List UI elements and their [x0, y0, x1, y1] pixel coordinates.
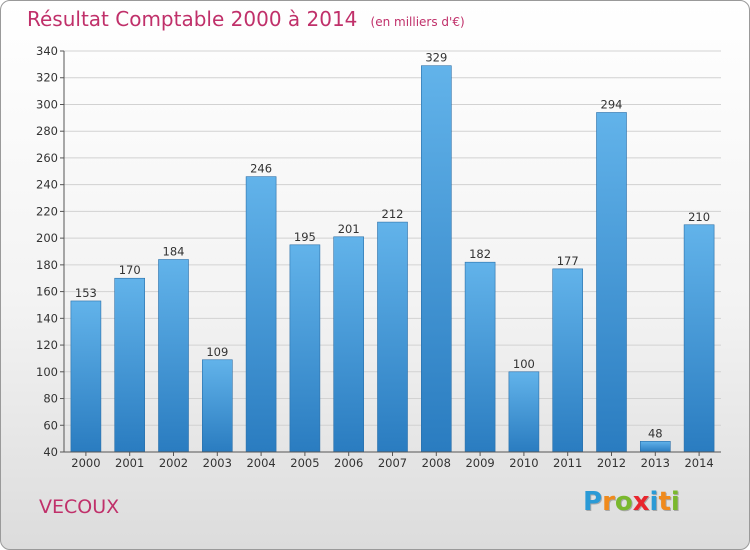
- y-tick-label: 40: [43, 445, 58, 459]
- x-tick-label-2003: 2003: [203, 456, 232, 470]
- x-tick-label-2014: 2014: [684, 456, 713, 470]
- x-tick-label-2002: 2002: [159, 456, 188, 470]
- data-label-2007: 212: [382, 207, 404, 221]
- y-tick-label: 280: [36, 124, 58, 138]
- bar-2005: [289, 244, 321, 453]
- data-label-2010: 100: [513, 357, 535, 371]
- x-tick-label-2001: 2001: [115, 456, 144, 470]
- chart-title: Résultat Comptable 2000 à 2014 (en milli…: [27, 7, 465, 31]
- x-tick-label-2012: 2012: [597, 456, 626, 470]
- bar-2013: [639, 441, 671, 453]
- bar-2003: [202, 359, 233, 453]
- bar-2001: [114, 277, 145, 453]
- x-tick-label-2008: 2008: [422, 456, 451, 470]
- x-tick-label-2000: 2000: [71, 456, 100, 470]
- bar-2012: [596, 112, 627, 453]
- bar-2007: [377, 221, 408, 453]
- logo-letter: r: [602, 487, 615, 517]
- y-tick-label: 160: [36, 285, 58, 299]
- x-tick-label-2007: 2007: [378, 456, 407, 470]
- data-label-2012: 294: [601, 97, 623, 111]
- logo-letter: i: [649, 487, 659, 517]
- x-tick-label-2004: 2004: [246, 456, 275, 470]
- bar-2011: [552, 268, 584, 453]
- y-tick-label: 260: [36, 151, 58, 165]
- data-label-2001: 170: [119, 263, 141, 277]
- data-label-2006: 201: [338, 222, 360, 236]
- chart-unit-text: (en milliers d'€): [370, 15, 465, 29]
- y-tick-label: 220: [36, 204, 58, 218]
- bar-2008: [420, 65, 452, 453]
- y-tick-label: 80: [43, 392, 58, 406]
- y-tick-label: 180: [36, 258, 58, 272]
- y-tick-label: 320: [36, 71, 58, 85]
- bar-2009: [464, 261, 496, 453]
- y-tick-label: 60: [43, 418, 58, 432]
- bar-2006: [333, 236, 365, 453]
- data-label-2003: 109: [206, 345, 228, 359]
- data-label-2000: 153: [75, 286, 97, 300]
- data-label-2013: 48: [648, 426, 663, 440]
- logo-letter: o: [614, 487, 633, 517]
- data-label-2014: 210: [688, 210, 710, 224]
- chart-title-text: Résultat Comptable 2000 à 2014: [27, 7, 358, 31]
- x-tick-label-2006: 2006: [334, 456, 363, 470]
- y-tick-label: 300: [36, 97, 58, 111]
- logo-letter: P: [583, 487, 603, 517]
- town-name: VECOUX: [39, 496, 120, 518]
- y-tick-label: 340: [36, 44, 58, 58]
- bar-2010: [508, 371, 540, 453]
- bar-2000: [70, 300, 102, 453]
- data-label-2005: 195: [294, 230, 316, 244]
- x-tick-label-2011: 2011: [553, 456, 582, 470]
- data-label-2004: 246: [250, 162, 272, 176]
- data-label-2009: 182: [469, 247, 491, 261]
- bar-2004: [245, 176, 277, 453]
- data-label-2008: 329: [425, 51, 447, 65]
- logo-letter: x: [632, 487, 650, 517]
- y-tick-label: 140: [36, 311, 58, 325]
- x-tick-label-2013: 2013: [641, 456, 670, 470]
- x-tick-label-2010: 2010: [509, 456, 538, 470]
- y-tick-label: 120: [36, 338, 58, 352]
- y-tick-label: 240: [36, 178, 58, 192]
- proxiti-logo: Proxiti: [583, 487, 680, 517]
- bar-2002: [158, 259, 189, 453]
- logo-letter: t: [658, 487, 671, 517]
- y-tick-label: 100: [36, 365, 58, 379]
- x-tick-label-2005: 2005: [290, 456, 319, 470]
- logo-letter: i: [670, 487, 680, 517]
- data-label-2011: 177: [557, 254, 579, 268]
- y-tick-label: 200: [36, 231, 58, 245]
- x-tick-label-2009: 2009: [465, 456, 494, 470]
- data-label-2002: 184: [163, 245, 185, 259]
- bar-2014: [683, 224, 715, 453]
